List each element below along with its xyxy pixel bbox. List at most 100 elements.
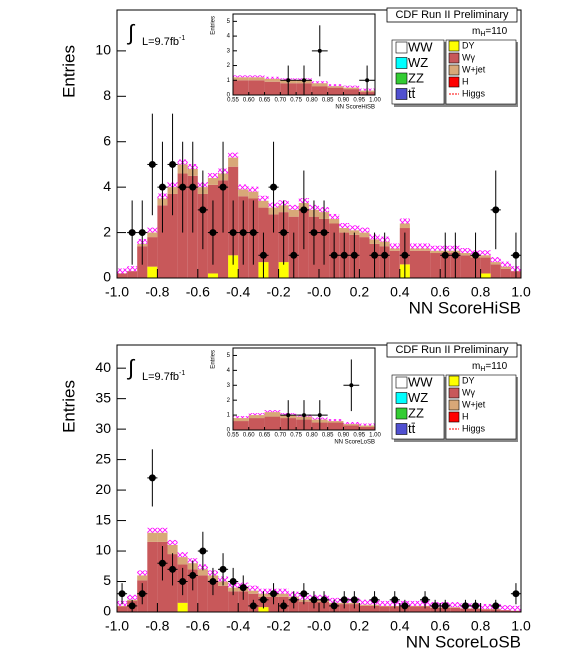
data-point [209,578,217,586]
data-point [300,590,308,598]
y-axis-label: Entries [211,16,217,35]
histogram-bar [157,532,168,542]
uncertainty-hatch [327,419,344,422]
y-tick-label: 20 [95,481,111,497]
uncertainty-hatch [177,552,188,558]
x-tick-label: -0.8 [145,284,169,300]
data-point [300,206,308,214]
y-tick-label: 4 [227,34,231,40]
uncertainty-hatch [264,76,281,79]
histogram-bar [228,157,239,167]
x-tick-label: -0.0 [307,618,331,634]
histogram-bar [389,250,400,278]
histogram-bar [500,266,511,269]
histogram-bar [420,250,431,278]
mass-label-part: =110 [485,361,507,372]
uncertainty-hatch [238,184,249,190]
x-tick-label: 0.85 [322,433,334,439]
histogram-bar [343,89,360,95]
legend-swatch [395,72,408,85]
data-point [239,584,247,592]
histogram-bar [117,273,128,278]
data-point [169,565,177,573]
legend-swatch [395,392,408,404]
data-point [128,229,136,237]
x-tick-label: 0.4 [390,284,410,300]
data-point [302,78,306,83]
uncertainty-hatch [480,603,491,609]
y-tick-label: 0 [227,93,231,99]
x-tick-label: 0.85 [322,98,334,104]
data-point [340,596,348,604]
x-axis-label: NN ScoreLoSB [334,440,375,446]
data-point [441,251,449,259]
y-tick-label: 2 [227,398,231,404]
y-tick-label: 30 [95,420,111,436]
data-point [189,183,197,191]
y-tick-label: 8 [103,87,111,103]
histogram-bar [258,607,269,612]
data-point [199,206,207,214]
histogram-bar [298,601,309,612]
mass-label-part: =110 [485,26,507,37]
y-tick-label: 25 [95,450,111,466]
lumi-integral: ∫ [126,355,136,380]
legend-swatch [395,423,408,435]
uncertainty-hatch [157,527,168,533]
histogram-bar [389,606,400,612]
histogram-bar [117,605,128,607]
y-tick-label: 35 [95,389,111,405]
legend-swatch [395,88,408,100]
y-tick-label: 5 [103,572,111,588]
histogram-bar [228,591,239,612]
x-tick-label: -1.0 [105,618,129,634]
data-point [302,413,306,418]
uncertainty-hatch [460,248,471,254]
histogram-bar [490,264,501,278]
uncertainty-hatch [480,250,491,256]
histogram-bar [218,585,229,612]
uncertainty-hatch [127,594,138,600]
data-point [310,229,318,237]
histogram-bar [500,268,511,278]
lumi-part: L=9.7fb [142,371,179,383]
uncertainty-hatch [327,84,344,87]
x-tick-label: 0.90 [338,433,350,439]
mass-label-sub: H [480,366,485,373]
mass-label-part: m [472,26,480,37]
histogram-bar [343,424,360,426]
x-tick-label: 1.0 [511,284,531,300]
data-point [461,602,469,610]
histogram-bar [359,605,370,612]
histogram-bar [311,83,328,87]
x-tick-label: 0.65 [259,98,271,104]
x-tick-label: 0.8 [471,618,491,634]
uncertainty-hatch [147,227,158,233]
histogram-bar [147,237,158,267]
uncertainty-hatch [233,75,249,78]
legend-swatch [448,76,460,88]
uncertainty-hatch [248,413,265,416]
x-axis-label: NN ScoreHiSB [409,298,521,317]
data-point [259,596,267,604]
x-tick-label: -0.2 [267,284,291,300]
data-point [371,251,379,259]
histogram-bar [327,86,344,88]
data-point [249,229,257,237]
data-point [286,413,291,418]
uncertainty-hatch [147,527,158,533]
histogram-bar [117,606,128,612]
histogram-bar [327,422,344,430]
histogram-bar [233,421,249,430]
histogram-bar [480,273,491,278]
histogram-bar [264,78,281,82]
histogram-bar [228,255,239,278]
data-point [148,160,156,168]
uncertainty-hatch [359,599,370,605]
uncertainty-hatch [490,257,501,263]
legend-label: WZ [408,55,428,70]
frame [232,347,376,431]
y-tick-label: 10 [95,542,111,558]
legend-label: W+jet [462,399,486,409]
data-point [286,78,291,83]
